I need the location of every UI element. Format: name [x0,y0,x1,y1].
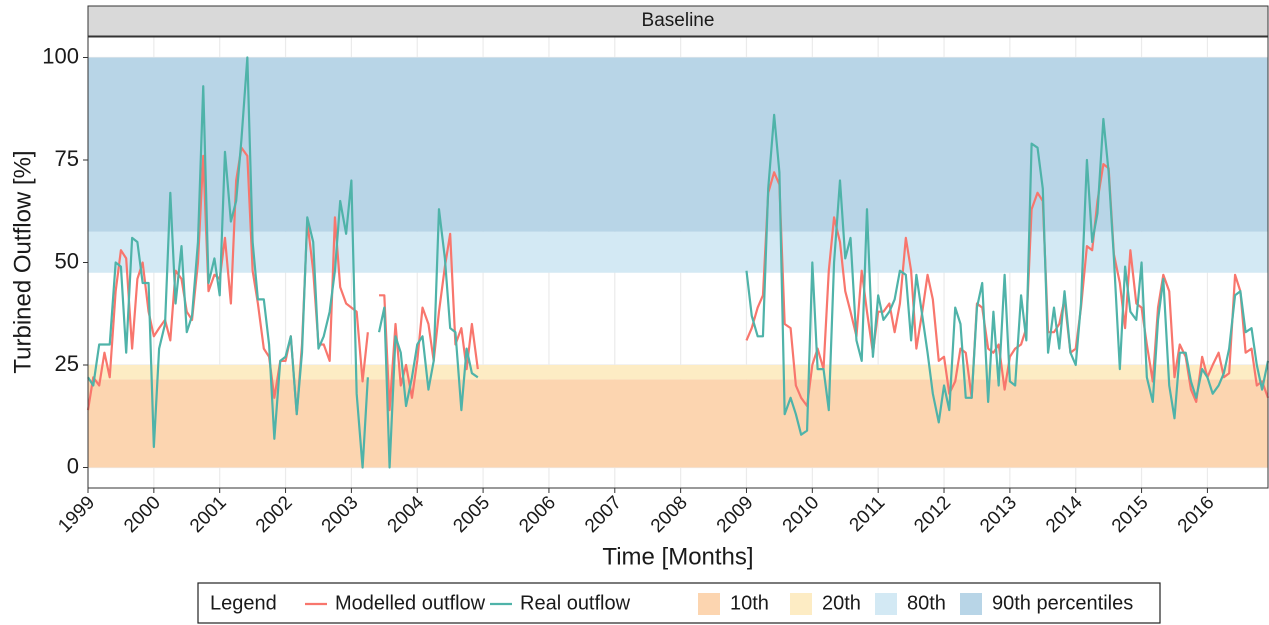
x-tick-label: 2006 [515,492,560,537]
x-tick-label: 2011 [846,492,890,536]
x-tick-label: 2013 [976,492,1021,537]
x-tick-label: 2008 [647,492,692,537]
x-tick-label: 2009 [713,492,758,537]
percentile-band [88,365,1268,380]
legend-title: Legend [210,592,277,614]
x-tick-label: 2015 [1108,492,1153,537]
y-tick-label: 25 [55,351,79,376]
legend-label: 90th percentiles [992,592,1133,614]
x-tick-label: 2004 [384,492,429,537]
data-line [377,208,479,469]
strip-title: Baseline [642,10,715,31]
y-tick-label: 0 [67,453,79,478]
x-tick-label: 2007 [581,492,626,537]
x-tick-label: 1999 [54,492,99,537]
data-line [745,163,1269,408]
x-tick-label: 2016 [1174,492,1219,537]
legend-label: Modelled outflow [335,592,486,614]
x-tick-label: 2003 [318,492,363,537]
x-axis-title: Time [Months] [602,543,753,570]
legend-label: 10th [730,592,769,614]
legend-swatch [960,593,982,615]
legend-swatch [698,593,720,615]
x-tick-label: 2012 [910,492,955,537]
legend-swatch [790,593,812,615]
x-tick-label: 2001 [186,492,231,537]
legend-box [197,582,1161,624]
percentile-band [88,57,1268,232]
legend-swatch [875,593,897,615]
x-tick-label: 2000 [120,492,165,537]
legend-label: 20th [822,592,861,614]
legend-label: Real outflow [520,592,631,614]
x-tick-label: 2014 [1042,492,1087,537]
legend-label: 80th [907,592,946,614]
data-line [87,56,369,469]
percentile-band [88,231,1268,273]
x-tick-label: 2010 [779,492,824,537]
data-line [745,113,1269,436]
y-tick-label: 50 [55,248,79,273]
plot-border [87,36,1269,489]
y-tick-label: 75 [55,146,79,171]
x-tick-label: 2005 [449,492,494,537]
data-line [379,232,479,412]
y-axis-title: Turbined Outflow [%] [9,150,36,373]
x-tick-label: 2002 [252,492,297,537]
strip [87,5,1269,37]
percentile-band [88,379,1268,468]
y-tick-label: 100 [42,43,79,68]
